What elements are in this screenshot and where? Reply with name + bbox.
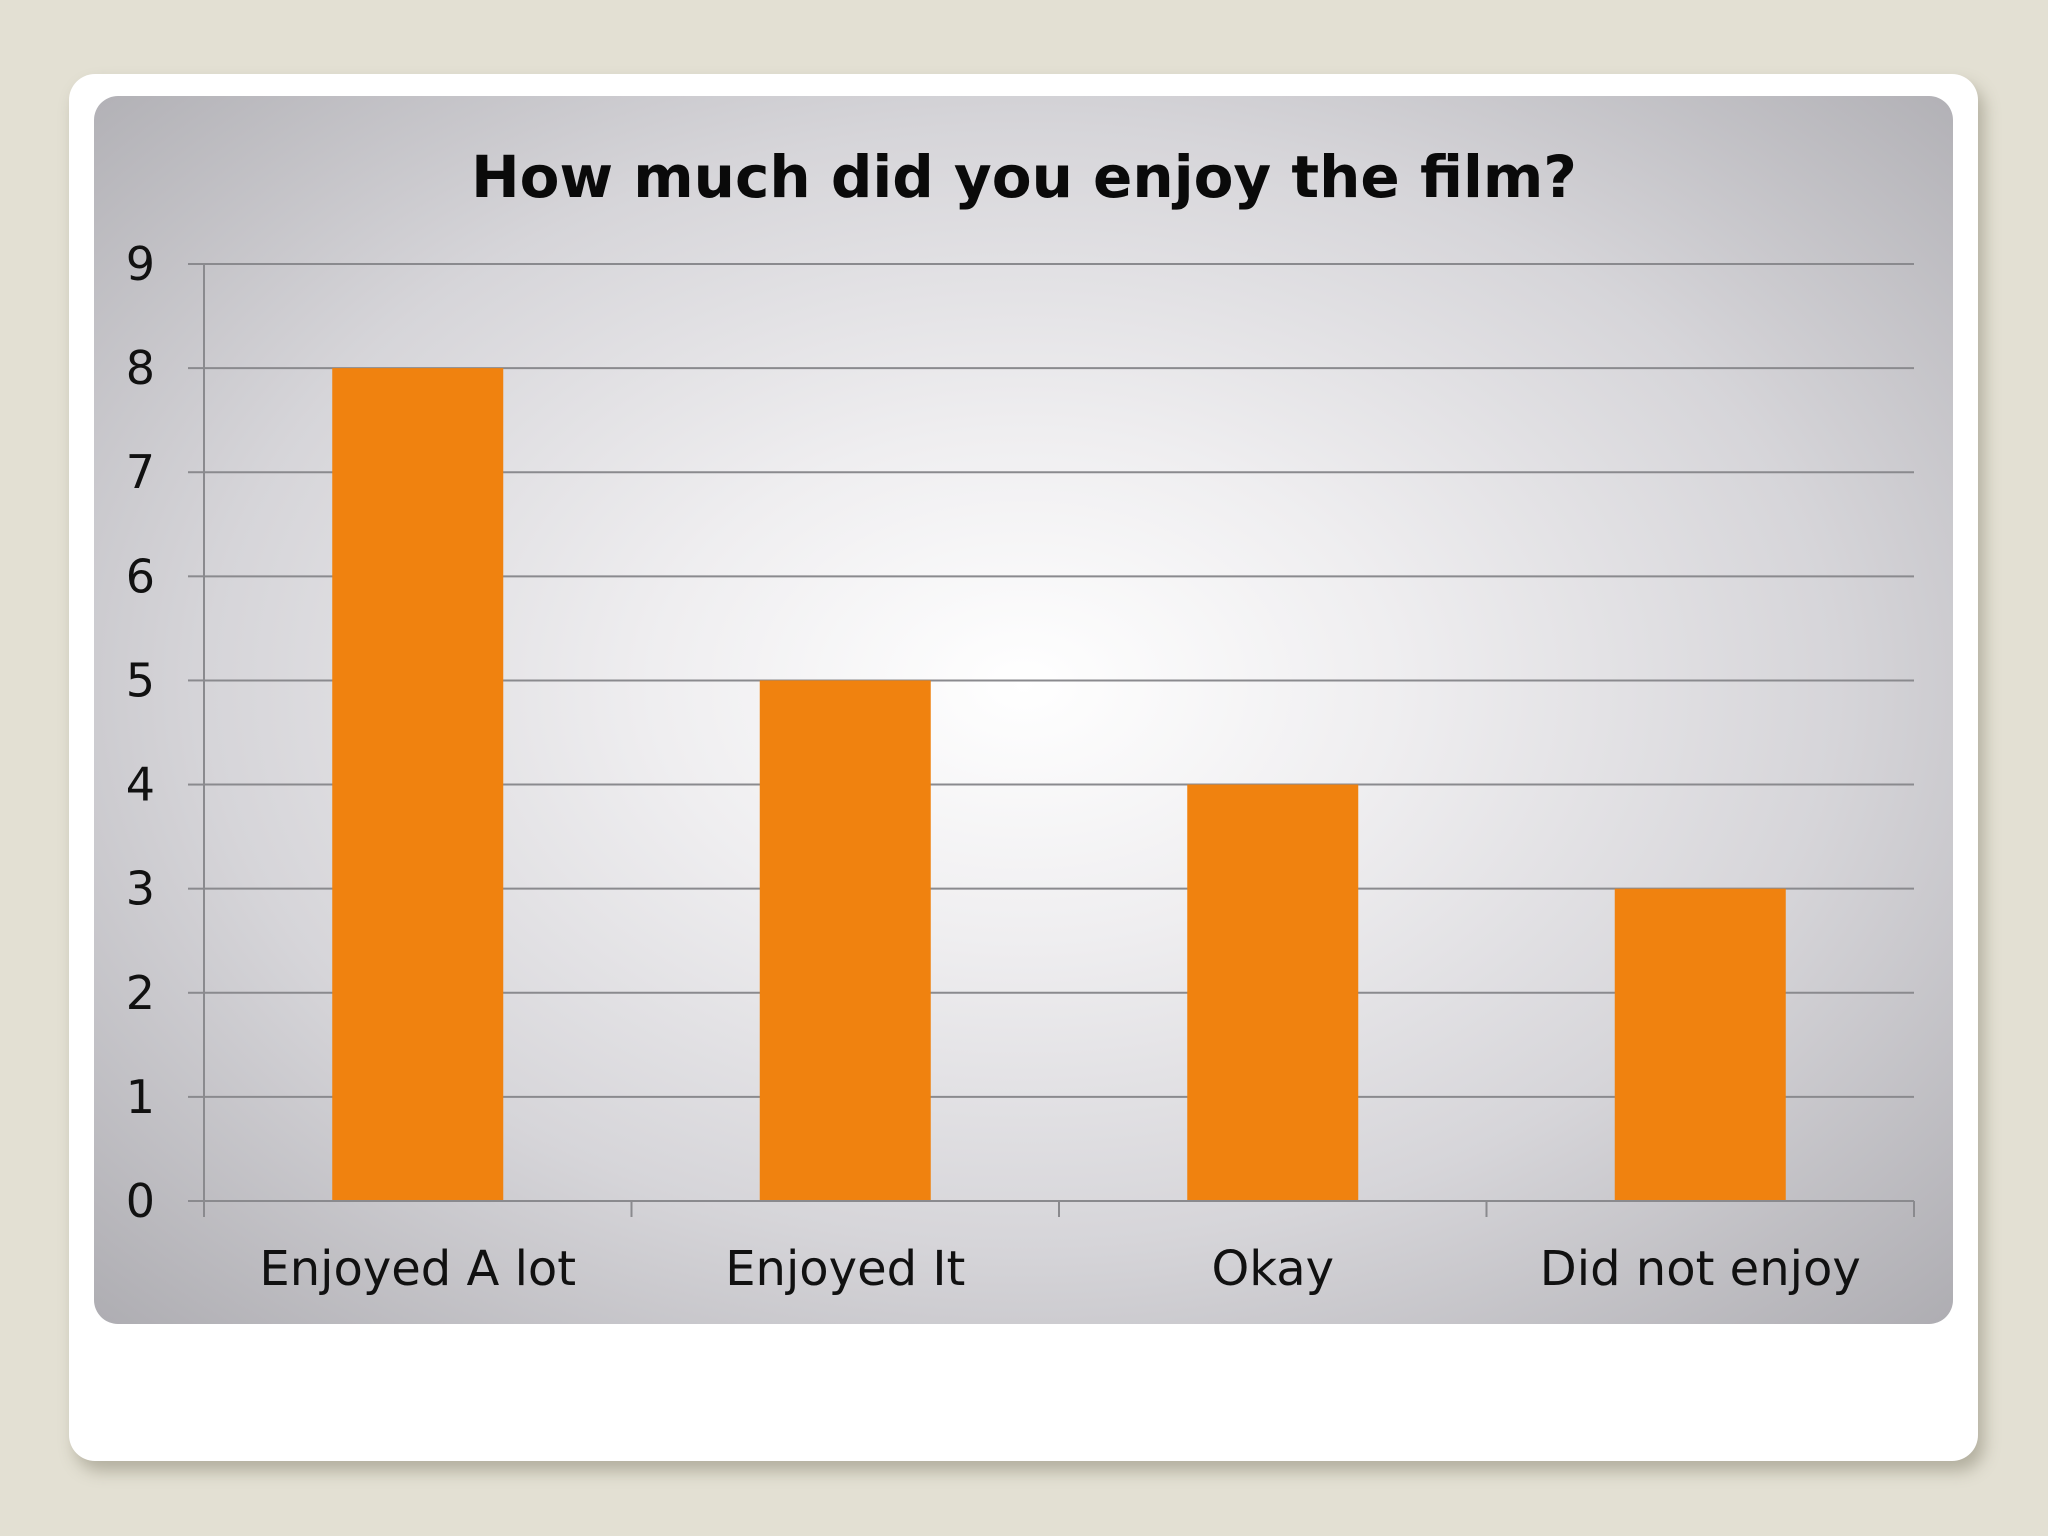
y-tick-label: 5 [126, 653, 155, 707]
y-tick-label: 3 [126, 862, 155, 916]
bars [332, 368, 1786, 1202]
x-tick-label: Enjoyed A lot [259, 1241, 576, 1297]
y-tick-label: 2 [126, 966, 155, 1020]
x-tick-label: Did not enjoy [1540, 1241, 1861, 1297]
bar [332, 368, 504, 1202]
slide [69, 74, 1978, 1461]
y-tick-label: 0 [126, 1174, 155, 1228]
y-tick-label: 6 [126, 549, 155, 603]
bar [759, 680, 931, 1201]
y-tick-label: 8 [126, 341, 155, 395]
chart-title: How much did you enjoy the film? [471, 143, 1577, 211]
axes [188, 263, 1915, 1217]
bar [1614, 888, 1786, 1201]
x-tick-label: Enjoyed It [725, 1241, 965, 1297]
bar [1187, 784, 1359, 1201]
y-tick-label: 9 [126, 237, 155, 291]
y-tick-label: 1 [126, 1070, 155, 1124]
y-tick-label: 4 [126, 758, 155, 812]
y-tick-label: 7 [126, 445, 155, 499]
x-tick-label: Okay [1211, 1241, 1334, 1297]
axis-labels: 0 1 2 3 4 5 6 7 8 9 Enjoyed A lot Enjoyed It Okay Did… [126, 237, 1861, 1297]
